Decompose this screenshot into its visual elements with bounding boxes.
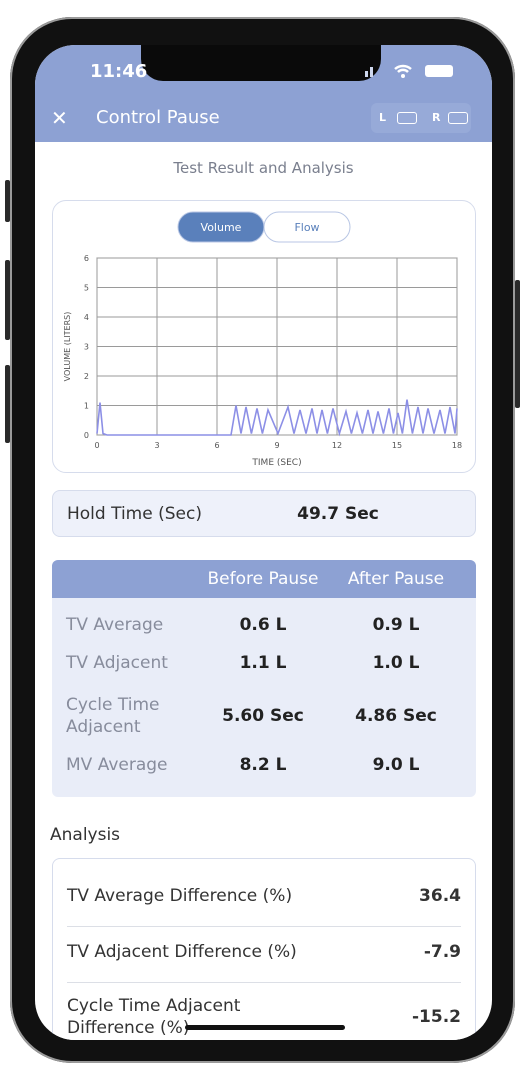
- x-tick-label: 9: [274, 441, 279, 450]
- right-battery: [448, 112, 468, 124]
- column-header: After Pause: [347, 569, 445, 589]
- toggle-option[interactable]: Volume: [177, 211, 265, 243]
- cell-value: 1.0 L: [372, 653, 420, 673]
- side-button: [515, 280, 520, 408]
- cell-value: 8.2 L: [239, 755, 287, 775]
- analysis-label: TV Average Difference (%): [67, 886, 293, 906]
- hold-time-card: Hold Time (Sec) 49.7 Sec: [52, 490, 476, 537]
- close-button[interactable]: ✕: [51, 106, 68, 130]
- analysis-card: TV Average Difference (%) 36.4 TV Adjacent…: [52, 858, 476, 1040]
- data-line: [96, 399, 458, 437]
- y-tick-label: 3: [84, 343, 89, 352]
- analysis-value: -7.9: [423, 942, 461, 962]
- left-device-label: L: [379, 111, 387, 124]
- y-tick-label: 2: [84, 372, 89, 381]
- home-indicator: [185, 1025, 345, 1030]
- hold-time-label: Hold Time (Sec): [67, 504, 202, 524]
- y-tick-label: 1: [84, 402, 89, 411]
- cell-value: 5.60 Sec: [222, 706, 304, 726]
- cell-value: 9.0 L: [372, 755, 420, 775]
- device-status: [371, 103, 471, 133]
- x-tick-label: 6: [214, 441, 219, 450]
- left-battery: [397, 112, 417, 124]
- cell-value: 1.1 L: [239, 653, 287, 673]
- analysis-value: 36.4: [419, 886, 461, 906]
- analysis-label: Cycle Time Adjacent Difference (%): [67, 996, 241, 1038]
- toggle-label: Flow: [294, 221, 319, 234]
- y-tick-label: 6: [84, 254, 89, 263]
- cell-value: 0.6 L: [239, 615, 287, 635]
- x-tick-label: 0: [94, 441, 99, 450]
- toggle-button: [263, 211, 351, 243]
- x-tick-label: 18: [452, 441, 462, 450]
- row-separator: [67, 926, 461, 927]
- y-axis-label: VOLUME (LITERS): [63, 312, 72, 382]
- row-label: Cycle Time Adjacent: [66, 695, 160, 737]
- cell-value: 0.9 L: [372, 615, 420, 635]
- section-title: Test Result and Analysis: [173, 159, 354, 177]
- comparison-table: Before Pause After Pause TV Average 0.6 L 0.…: [52, 560, 476, 797]
- row-label: TV Adjacent: [66, 653, 168, 673]
- toggle-option[interactable]: Flow: [263, 211, 351, 243]
- side-button: [5, 180, 10, 222]
- row-separator: [67, 982, 461, 983]
- row-label: MV Average: [66, 755, 168, 775]
- x-tick-label: 15: [392, 441, 402, 450]
- analysis-title: Analysis: [50, 825, 121, 845]
- row-label: TV Average: [66, 615, 164, 635]
- chart-card: [52, 200, 476, 473]
- table-header: [52, 560, 476, 598]
- y-tick-label: 5: [84, 284, 89, 293]
- status-time: 11:46: [90, 61, 148, 82]
- hold-time-value: 49.7 Sec: [297, 504, 379, 524]
- y-tick-label: 0: [84, 431, 89, 440]
- x-tick-label: 12: [332, 441, 342, 450]
- notch: [141, 45, 381, 81]
- x-tick-label: 3: [154, 441, 159, 450]
- toggle-label: Volume: [201, 221, 242, 234]
- screen: 11:46 ✕ Control Pause L R Test Result an…: [35, 45, 492, 1040]
- side-button: [5, 260, 10, 340]
- cell-value: 4.86 Sec: [355, 706, 437, 726]
- x-axis-label: TIME (SEC): [251, 458, 301, 468]
- status-icons: [365, 64, 453, 78]
- right-device-label: R: [432, 111, 441, 124]
- side-button: [5, 365, 10, 443]
- y-tick-label: 4: [84, 313, 89, 322]
- header-title: Control Pause: [96, 107, 220, 128]
- analysis-value: -15.2: [412, 1007, 461, 1027]
- analysis-label: TV Adjacent Difference (%): [67, 942, 297, 962]
- column-header: Before Pause: [207, 569, 319, 589]
